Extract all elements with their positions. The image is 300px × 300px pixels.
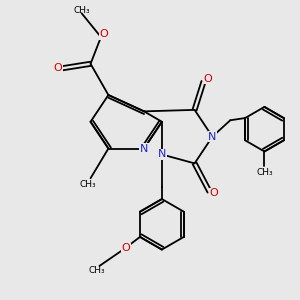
Text: O: O xyxy=(209,188,218,198)
Text: N: N xyxy=(208,132,217,142)
Text: O: O xyxy=(100,29,108,39)
Text: CH₃: CH₃ xyxy=(79,180,96,189)
Text: CH₃: CH₃ xyxy=(73,6,90,15)
Text: CH₃: CH₃ xyxy=(256,168,273,177)
Text: O: O xyxy=(53,63,62,73)
Text: O: O xyxy=(122,243,130,253)
Text: CH₃: CH₃ xyxy=(88,266,105,275)
Text: N: N xyxy=(140,143,148,154)
Text: O: O xyxy=(204,74,212,84)
Text: N: N xyxy=(158,149,166,160)
